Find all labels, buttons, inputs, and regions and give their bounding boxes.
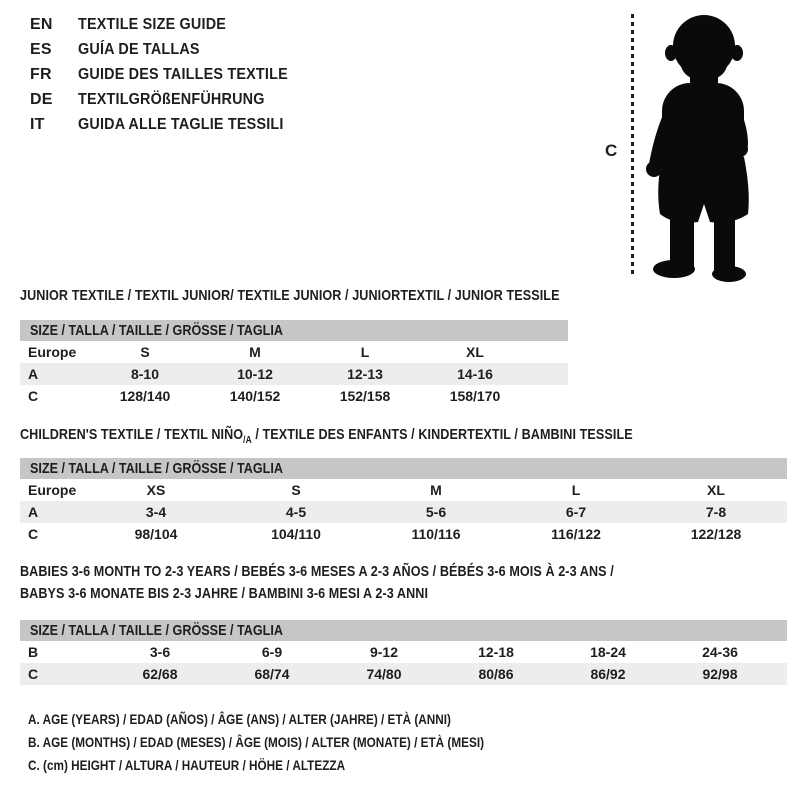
size-cell: S [140, 344, 150, 360]
height-measure-label: C [605, 141, 618, 160]
size-cell: 122/128 [690, 526, 742, 542]
size-cell: XL [707, 482, 725, 498]
language-title: TEXTILE SIZE GUIDE [78, 15, 227, 33]
footnote-c: C. (cm) HEIGHT / ALTURA / HAUTEUR / HÖHE… [28, 757, 346, 773]
language-row-es: ES GUÍA DE TALLAS [30, 37, 311, 62]
size-cell: 12-18 [478, 644, 514, 660]
junior-section-heading: JUNIOR TEXTILE / TEXTIL JUNIOR/ TEXTILE … [20, 287, 560, 304]
size-cell: 98/104 [134, 526, 178, 542]
table-row-height: C 128/140 140/152 152/158 158/170 [20, 385, 568, 407]
footnote-b: B. AGE (MONTHS) / EDAD (MESES) / ÂGE (MO… [28, 734, 485, 750]
size-cell: L [360, 344, 370, 360]
row-label: C [28, 526, 39, 542]
size-cell: XS [146, 482, 166, 498]
size-cell: 152/158 [339, 388, 391, 404]
row-label: B [28, 644, 39, 660]
size-cell: 68/74 [254, 666, 290, 682]
size-cell: S [291, 482, 301, 498]
table-row-europe: Europe XS S M L XL [20, 479, 787, 501]
size-cell: 24-36 [702, 644, 738, 660]
table-row-europe: Europe S M L XL [20, 341, 568, 363]
size-cell: 104/110 [271, 526, 321, 542]
language-code: EN [30, 15, 53, 33]
babies-size-table: SIZE / TALLA / TAILLE / GRÖSSE / TAGLIA … [20, 620, 787, 685]
size-cell: 14-16 [457, 366, 493, 382]
size-cell: 6-7 [565, 504, 587, 520]
children-section-heading: CHILDREN'S TEXTILE / TEXTIL NIÑO/A / TEX… [20, 426, 633, 446]
size-cell: 6-9 [261, 644, 283, 660]
size-table-header: SIZE / TALLA / TAILLE / GRÖSSE / TAGLIA [20, 458, 787, 479]
size-cell: M [430, 482, 442, 498]
size-cell: 140/152 [229, 388, 281, 404]
row-label: C [28, 666, 39, 682]
language-title: GUIDE DES TAILLES TEXTILE [78, 65, 288, 83]
language-row-fr: FR GUIDE DES TAILLES TEXTILE [30, 62, 311, 87]
row-label: C [28, 388, 39, 404]
language-code: DE [30, 90, 53, 108]
row-label: Europe [28, 482, 77, 498]
language-row-en: EN TEXTILE SIZE GUIDE [30, 12, 311, 37]
row-label: A [28, 366, 39, 382]
language-row-it: IT GUIDA ALLE TAGLIE TESSILI [30, 112, 311, 137]
size-cell: 158/170 [449, 388, 501, 404]
language-title: GUIDA ALLE TAGLIE TESSILI [78, 115, 284, 133]
table-row-height: C 62/68 68/74 74/80 80/86 86/92 92/98 [20, 663, 787, 685]
size-cell: L [571, 482, 581, 498]
row-label: Europe [28, 344, 77, 360]
table-row-age-months: B 3-6 6-9 9-12 12-18 18-24 24-36 [20, 641, 787, 663]
language-title: TEXTILGRÖßENFÜHRUNG [78, 90, 265, 108]
language-code: IT [30, 115, 45, 133]
table-row-height: C 98/104 104/110 110/116 116/122 122/128 [20, 523, 787, 545]
size-cell: 3-6 [149, 644, 171, 660]
size-cell: 12-13 [347, 366, 383, 382]
size-cell: 86/92 [590, 666, 626, 682]
language-code: FR [30, 65, 52, 83]
size-cell: 3-4 [145, 504, 167, 520]
size-cell: 8-10 [130, 366, 160, 382]
size-cell: M [249, 344, 261, 360]
language-code: ES [30, 40, 52, 58]
size-cell: 9-12 [369, 644, 399, 660]
language-row-de: DE TEXTILGRÖßENFÜHRUNG [30, 87, 311, 112]
size-cell: 128/140 [119, 388, 171, 404]
size-cell: 92/98 [702, 666, 738, 682]
size-cell: 10-12 [237, 366, 273, 382]
size-table-header: SIZE / TALLA / TAILLE / GRÖSSE / TAGLIA [20, 620, 787, 641]
table-row-age: A 3-4 4-5 5-6 6-7 7-8 [20, 501, 787, 523]
table-row-age: A 8-10 10-12 12-13 14-16 [20, 363, 568, 385]
size-cell: 4-5 [285, 504, 307, 520]
babies-section-heading: BABIES 3-6 MONTH TO 2-3 YEARS / BEBÉS 3-… [20, 563, 614, 602]
junior-size-table: SIZE / TALLA / TAILLE / GRÖSSE / TAGLIA … [20, 320, 568, 407]
language-title: GUÍA DE TALLAS [78, 40, 200, 58]
size-cell: 80/86 [478, 666, 514, 682]
footnote-a: A. AGE (YEARS) / EDAD (AÑOS) / ÂGE (ANS)… [28, 711, 451, 727]
heading-subscript: /A [243, 435, 252, 446]
size-table-header: SIZE / TALLA / TAILLE / GRÖSSE / TAGLIA [20, 320, 568, 341]
height-measure-dotted-line [631, 14, 634, 277]
size-cell: 62/68 [142, 666, 178, 682]
size-cell: 110/116 [411, 526, 461, 542]
size-cell: 116/122 [551, 526, 601, 542]
size-cell: 5-6 [425, 504, 447, 520]
size-cell: 7-8 [705, 504, 727, 520]
row-label: A [28, 504, 39, 520]
toddler-silhouette-icon [640, 12, 760, 282]
footnotes: A. AGE (YEARS) / EDAD (AÑOS) / ÂGE (ANS)… [28, 708, 571, 777]
size-cell: XL [466, 344, 484, 360]
children-size-table: SIZE / TALLA / TAILLE / GRÖSSE / TAGLIA … [20, 458, 787, 545]
size-cell: 74/80 [366, 666, 402, 682]
language-list: EN TEXTILE SIZE GUIDE ES GUÍA DE TALLAS … [30, 12, 311, 137]
size-cell: 18-24 [590, 644, 626, 660]
